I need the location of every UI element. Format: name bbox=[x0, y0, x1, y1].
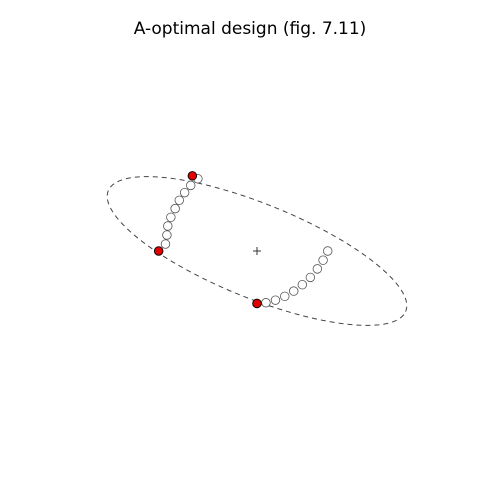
candidate-point bbox=[162, 230, 172, 240]
candidate-point bbox=[166, 212, 176, 223]
confidence-ellipse bbox=[106, 176, 408, 326]
candidate-point bbox=[289, 286, 299, 296]
candidate-point bbox=[170, 203, 180, 214]
design-point bbox=[187, 171, 198, 181]
ellipse-layer bbox=[106, 176, 408, 326]
candidate-point bbox=[179, 187, 190, 198]
candidate-point bbox=[323, 246, 333, 256]
candidate-point bbox=[297, 279, 308, 290]
points-layer bbox=[153, 171, 333, 309]
candidate-point bbox=[261, 298, 271, 308]
chart-title: A-optimal design (fig. 7.11) bbox=[133, 19, 367, 39]
candidate-point bbox=[312, 264, 323, 274]
candidate-point bbox=[318, 255, 328, 265]
candidate-point bbox=[280, 291, 290, 302]
candidate-point bbox=[163, 221, 173, 231]
candidate-point bbox=[305, 272, 316, 283]
center-layer bbox=[253, 247, 261, 255]
design-point bbox=[252, 298, 262, 309]
center-marker bbox=[253, 247, 261, 255]
candidate-point bbox=[186, 180, 196, 191]
candidate-point bbox=[174, 195, 184, 206]
candidate-point bbox=[270, 295, 281, 305]
candidate-point bbox=[160, 239, 171, 249]
design-point bbox=[153, 246, 164, 256]
